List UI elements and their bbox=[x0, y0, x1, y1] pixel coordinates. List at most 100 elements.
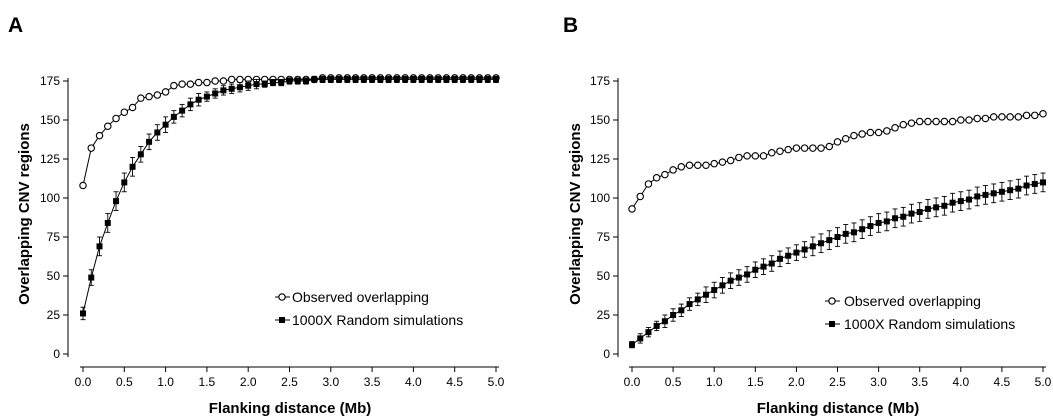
data-point bbox=[435, 76, 442, 83]
y-tick-label: 175 bbox=[40, 74, 60, 88]
data-point bbox=[792, 144, 801, 152]
data-point bbox=[949, 199, 956, 206]
legend: Observed overlapping 1000X Random simula… bbox=[825, 293, 1015, 332]
data-point bbox=[735, 153, 743, 162]
data-point bbox=[752, 266, 759, 273]
data-point bbox=[410, 76, 417, 83]
data-point bbox=[120, 108, 129, 116]
data-point bbox=[907, 119, 916, 127]
x-tick-label: 3.5 bbox=[911, 375, 928, 389]
data-point bbox=[79, 181, 87, 190]
data-point bbox=[841, 134, 850, 143]
y-axis-label: Overlapping CNV regions bbox=[567, 123, 584, 305]
panel-b: B Overlapping CNV regions Flanking dista… bbox=[563, 14, 1052, 417]
data-point bbox=[327, 76, 334, 83]
data-point bbox=[933, 204, 940, 211]
data-point bbox=[932, 117, 940, 126]
data-point bbox=[637, 335, 644, 342]
y-tick-label: 100 bbox=[40, 191, 60, 205]
x-tick-label: 1.0 bbox=[706, 375, 723, 389]
data-point bbox=[677, 163, 686, 171]
data-point bbox=[128, 103, 137, 112]
legend-label-random: 1000X Random simulations bbox=[292, 312, 463, 328]
data-point bbox=[253, 81, 260, 88]
legend: Observed overlapping 1000X Random simula… bbox=[275, 289, 463, 328]
data-point bbox=[493, 76, 499, 83]
data-point bbox=[203, 78, 211, 87]
data-point bbox=[311, 76, 318, 83]
data-point bbox=[767, 149, 776, 157]
data-point bbox=[957, 198, 964, 205]
x-tick-label: 4.5 bbox=[446, 375, 463, 389]
data-point bbox=[784, 145, 792, 154]
data-point bbox=[385, 76, 392, 83]
data-point bbox=[369, 76, 376, 83]
y-tick-label: 75 bbox=[47, 230, 61, 244]
data-point bbox=[426, 76, 433, 83]
data-point bbox=[443, 76, 450, 83]
data-point bbox=[236, 84, 243, 91]
data-point bbox=[644, 180, 653, 188]
series-line bbox=[82, 77, 496, 186]
data-point bbox=[892, 215, 899, 222]
data-point bbox=[685, 161, 694, 169]
data-point bbox=[867, 223, 874, 230]
data-point bbox=[1039, 110, 1047, 118]
legend-label-observed: Observed overlapping bbox=[292, 289, 429, 305]
data-point bbox=[121, 179, 128, 186]
x-tick-label: 0.5 bbox=[665, 375, 682, 389]
data-point bbox=[908, 210, 915, 217]
data-point bbox=[636, 192, 644, 201]
data-point bbox=[974, 193, 981, 200]
data-point bbox=[916, 209, 923, 216]
data-point bbox=[834, 234, 841, 240]
data-point bbox=[628, 205, 636, 213]
data-point bbox=[727, 277, 734, 284]
x-tick-label: 4.0 bbox=[952, 375, 969, 389]
data-point bbox=[924, 205, 931, 212]
data-point bbox=[303, 78, 310, 84]
data-point bbox=[858, 130, 866, 138]
x-tick-label: 1.0 bbox=[157, 375, 174, 389]
data-point bbox=[859, 226, 866, 233]
x-tick-label: 5.0 bbox=[1035, 375, 1052, 389]
data-point bbox=[670, 312, 677, 318]
y-tick-label: 125 bbox=[590, 152, 610, 166]
x-axis-label: Flanking distance (Mb) bbox=[757, 400, 920, 417]
data-point bbox=[883, 127, 891, 135]
y-tick-label: 25 bbox=[597, 308, 611, 322]
x-tick-label: 2.5 bbox=[281, 375, 298, 389]
data-point bbox=[1015, 185, 1022, 192]
data-point bbox=[776, 147, 784, 155]
data-point bbox=[278, 79, 285, 86]
data-point bbox=[883, 218, 890, 225]
data-point bbox=[352, 76, 359, 83]
data-point bbox=[825, 142, 834, 151]
data-point bbox=[393, 76, 400, 83]
x-tick-label: 0.5 bbox=[116, 375, 133, 389]
data-point bbox=[227, 75, 236, 84]
data-point bbox=[973, 114, 981, 123]
data-point bbox=[377, 76, 384, 83]
x-tick-label: 3.0 bbox=[870, 375, 887, 389]
x-tick-label: 0.0 bbox=[624, 375, 641, 389]
legend-label-random: 1000X Random simulations bbox=[844, 316, 1015, 332]
data-point bbox=[1014, 113, 1023, 121]
data-point bbox=[751, 152, 760, 160]
axes: 0 25 50 75 100 125 150 175 0.0 0.5 1.0 1.5 2.0 2.5 3.0… bbox=[40, 74, 505, 389]
data-point bbox=[652, 173, 661, 182]
data-point bbox=[735, 274, 742, 281]
data-point bbox=[468, 76, 475, 83]
data-point bbox=[113, 198, 120, 205]
data-point bbox=[336, 76, 343, 83]
data-point bbox=[998, 113, 1006, 121]
data-point bbox=[80, 310, 86, 317]
x-tick-label: 4.5 bbox=[994, 375, 1011, 389]
legend-marker-random bbox=[829, 321, 835, 327]
data-point bbox=[924, 117, 932, 126]
data-point bbox=[645, 329, 652, 336]
y-tick-label: 125 bbox=[40, 152, 60, 166]
data-point bbox=[451, 76, 458, 83]
x-tick-label: 2.5 bbox=[829, 375, 846, 389]
data-point bbox=[104, 122, 112, 130]
